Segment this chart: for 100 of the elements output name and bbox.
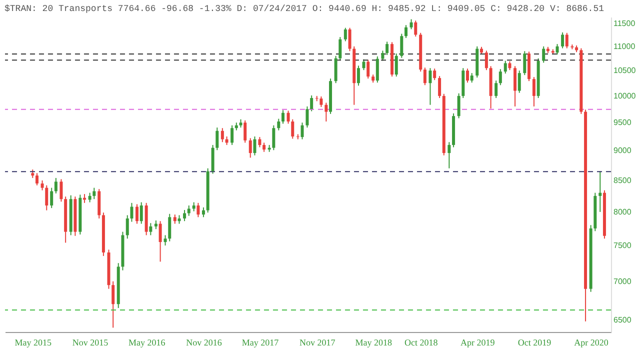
candlestick: [498, 68, 502, 86]
x-tick-label: Oct 2018: [404, 338, 438, 348]
candlestick: [542, 46, 546, 64]
candlestick: [187, 204, 190, 216]
x-tick-label: Apr 2019: [460, 338, 496, 348]
candlestick: [532, 76, 536, 107]
candlestick: [281, 110, 284, 124]
candlestick: [262, 142, 266, 152]
candlestick: [324, 102, 328, 122]
candlestick: [504, 60, 507, 74]
chart-title: $TRAN: 20 Transports 7764.66 -96.68 -1.33% D: 07/24/2017 O: 9440.69 H: 9485.92 L: 9409.05 C: 9428.20 V: 8686.51: [4, 4, 604, 14]
candlestick: [338, 36, 342, 61]
y-tick-label: 9000: [614, 146, 632, 156]
candlestick: [244, 120, 247, 144]
candlestick: [54, 177, 58, 194]
candlestick: [149, 222, 152, 236]
y-tick-label: 8500: [614, 176, 632, 185]
candlestick: [433, 68, 436, 81]
y-tick-label: 7000: [614, 276, 632, 286]
candlestick: [518, 70, 521, 94]
candlestick: [211, 144, 214, 174]
candlestick: [410, 18, 413, 30]
x-tick-label: May 2018: [355, 338, 392, 348]
candlestick: [556, 44, 559, 55]
y-tick-label: 10500: [614, 66, 636, 76]
candlestick: [404, 24, 408, 38]
candlestick: [220, 128, 224, 143]
candlestick: [300, 122, 304, 140]
candlestick: [484, 50, 488, 71]
candlestick: [272, 124, 276, 151]
candlestick: [561, 32, 564, 49]
candlestick: [438, 76, 442, 99]
candlestick: [291, 118, 294, 140]
y-tick-label: 11500: [614, 18, 636, 28]
candlestick: [92, 187, 96, 200]
candlestick: [423, 67, 426, 86]
candlestick: [45, 184, 48, 211]
candlestick: [112, 280, 115, 328]
candlestick: [362, 58, 366, 71]
candlestick: [98, 188, 101, 219]
candlestick: [202, 206, 205, 218]
candlestick: [136, 204, 139, 224]
candlestick: [192, 202, 196, 212]
y-tick-label: 9500: [614, 118, 632, 128]
candlestick: [494, 80, 498, 99]
candlestick: [414, 20, 418, 38]
candlestick: [196, 202, 200, 218]
candlestick: [230, 124, 234, 146]
candlestick: [126, 214, 129, 240]
candlestick: [344, 27, 347, 42]
candlestick: [400, 33, 404, 58]
candlestick: [356, 65, 360, 86]
candlestick: [376, 56, 379, 84]
candlestick: [35, 172, 38, 186]
candlestick: [248, 138, 252, 158]
y-tick-label: 7500: [614, 240, 632, 250]
candlestick: [310, 94, 314, 112]
candlestick: [306, 106, 309, 128]
candlestick: [253, 136, 256, 156]
x-tick-label: Nov 2015: [72, 338, 109, 348]
candlestick: [334, 55, 338, 84]
y-tick-label: 11000: [614, 42, 636, 51]
candlestick: [158, 220, 162, 262]
x-tick-label: May 2017: [242, 338, 280, 348]
candlestick: [164, 234, 167, 246]
candlestick: [386, 41, 389, 56]
candlestick: [514, 66, 517, 107]
candlestick: [598, 170, 602, 212]
candlestick: [50, 187, 54, 209]
candlestick: [565, 32, 568, 49]
x-tick-label: Oct 2019: [518, 338, 552, 348]
candlestick: [466, 68, 469, 84]
candlestick: [40, 180, 44, 191]
candlestick: [168, 213, 172, 242]
x-tick-label: Nov 2016: [186, 338, 222, 348]
candlestick: [523, 50, 526, 76]
candlestick: [130, 202, 134, 222]
candlestick: [348, 27, 352, 52]
candlestick: [448, 142, 451, 169]
candlestick: [88, 192, 92, 203]
candlestick: [60, 178, 63, 202]
candlestick: [470, 72, 474, 84]
candlestick: [320, 96, 323, 108]
candlestick: [457, 92, 460, 119]
x-tick-label: Nov 2017: [299, 338, 336, 348]
x-tick-label: May 2016: [128, 338, 166, 348]
y-tick-label: 8000: [614, 207, 632, 216]
candlestick: [428, 68, 432, 106]
x-tick-label: Apr 2020: [574, 338, 609, 348]
x-tick-label: May 2015: [14, 338, 52, 348]
y-tick-label: 6500: [614, 315, 632, 324]
candlestick: [258, 136, 262, 148]
candlestick: [183, 209, 186, 222]
candlestick: [216, 127, 219, 151]
candlestick: [173, 214, 176, 224]
candlestick: [277, 118, 280, 131]
candlestick: [381, 50, 384, 62]
candlestick: [140, 202, 143, 224]
candlestick: [286, 110, 290, 124]
candlestick: [394, 53, 398, 78]
